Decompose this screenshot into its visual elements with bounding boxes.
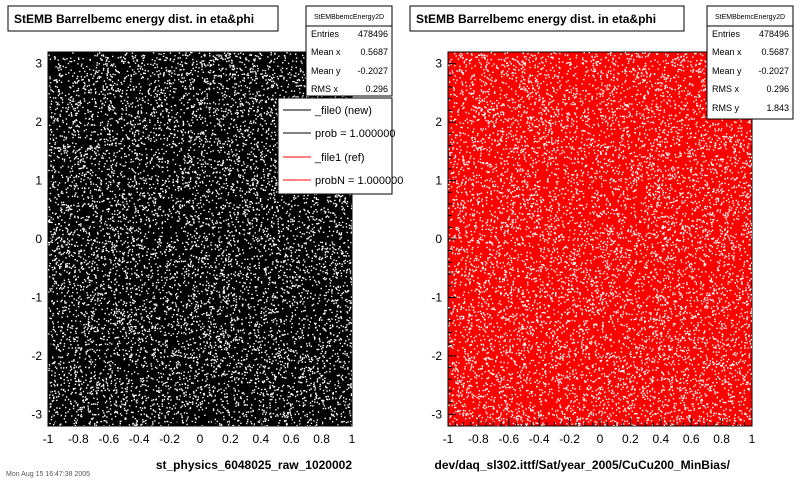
- y-tick-label: -1: [31, 290, 42, 304]
- x-tick-label: -0.4: [529, 432, 550, 446]
- canvas-footer: Mon Aug 15 16:47:38 2005: [6, 471, 90, 478]
- stats-label-entries-left: Entries: [311, 29, 340, 39]
- legend-label-3: probN = 1.000000: [315, 175, 403, 187]
- x-tick-label: 0: [597, 432, 604, 446]
- stats-label-meany-right: Mean y: [712, 66, 742, 76]
- x-tick-label: 0.4: [652, 432, 669, 446]
- stats-label-meany-left: Mean y: [311, 66, 341, 76]
- stats-value-meany-left: -0.2027: [357, 66, 388, 76]
- legend-label-0: _file0 (new): [314, 105, 372, 117]
- y-tick-label: -3: [31, 407, 42, 421]
- legend-label-2: _file1 (ref): [314, 152, 365, 164]
- x-tick-label: 0.4: [252, 432, 269, 446]
- x-tick-label: 0.6: [683, 432, 700, 446]
- pad-left: -1 -0.8 -0.6 -0.4 -0.2 0 0.2 0.4 0.6 0.8 1 -3 -2 -1 0 1…: [7, 5, 403, 472]
- stats-box-left: StEMBbemcEnergy2D Entries 478496 Mean x …: [305, 5, 393, 97]
- legend-label-1: prob = 1.000000: [315, 128, 395, 140]
- stats-name-left: StEMBbemcEnergy2D: [314, 14, 384, 21]
- x-tick-label: 0.8: [713, 432, 730, 446]
- y-tick-label: 3: [435, 57, 442, 71]
- y-tick-label: 1: [435, 174, 442, 188]
- x-tick-label: -0.6: [98, 432, 119, 446]
- stats-value-rmsx-right: 0.296: [766, 84, 789, 94]
- x-tick-label: 0.2: [622, 432, 639, 446]
- y-tick-label: -3: [431, 407, 442, 421]
- y-tick-label: -2: [31, 349, 42, 363]
- x-tick-label: -0.4: [129, 432, 150, 446]
- title-box-right: [409, 5, 685, 32]
- y-tick-label: 2: [435, 115, 442, 129]
- x-tick-label: 0.6: [283, 432, 300, 446]
- chart-title-right: StEMB Barrelbemc energy dist. in eta&phi: [416, 12, 656, 26]
- y-tick-label: 3: [35, 57, 42, 71]
- y-tick-label: 0: [435, 232, 442, 246]
- y-tick-label: 1: [35, 174, 42, 188]
- stats-value-meany-right: -0.2027: [758, 66, 789, 76]
- x-tick-label: 0.8: [313, 432, 330, 446]
- stats-label-rmsx-right: RMS x: [712, 84, 740, 94]
- x-tick-label: 0.2: [222, 432, 239, 446]
- title-box-left: [7, 5, 279, 32]
- stats-label-entries-right: Entries: [712, 29, 741, 39]
- stats-name-right: StEMBbemcEnergy2D: [715, 14, 785, 21]
- scatter-dots: [48, 52, 352, 426]
- x-axis-label-left: st_physics_6048025_raw_1020002: [156, 458, 352, 472]
- stats-value-meanx-right: 0.5687: [761, 47, 789, 57]
- stats-value-entries-right: 478496: [759, 29, 789, 39]
- stats-value-entries-left: 478496: [358, 29, 388, 39]
- x-tick-label: -1: [443, 432, 454, 446]
- y-tick-label: -1: [431, 290, 442, 304]
- axis-ticks-left: -1 -0.8 -0.6 -0.4 -0.2 0 0.2 0.4 0.6 0.8 1 -3 -2 -1 0 1…: [31, 57, 355, 446]
- stats-label-meanx-right: Mean x: [712, 47, 742, 57]
- scatter-points-left: [48, 52, 352, 426]
- stats-value-rmsx-left: 0.296: [365, 84, 388, 94]
- x-tick-label: -1: [43, 432, 54, 446]
- x-tick-label: -0.8: [468, 432, 489, 446]
- x-tick-label: 0: [197, 432, 204, 446]
- x-tick-label: 1: [749, 432, 756, 446]
- axis-ticks-right: -1 -0.8 -0.6 -0.4 -0.2 0 0.2 0.4 0.6 0.8 1 -3 -2 -1 0 1…: [431, 57, 755, 446]
- x-tick-label: -0.2: [159, 432, 180, 446]
- y-tick-label: 0: [35, 232, 42, 246]
- x-tick-label: -0.6: [498, 432, 519, 446]
- y-tick-label: 2: [35, 115, 42, 129]
- stats-value-meanx-left: 0.5687: [360, 47, 388, 57]
- stats-label-meanx-left: Mean x: [311, 47, 341, 57]
- stats-box-right: StEMBbemcEnergy2D Entries 478496 Mean x …: [706, 5, 794, 120]
- legend-box: _file0 (new) prob = 1.000000 _file1 (ref…: [277, 97, 403, 195]
- x-axis-label-right: dev/daq_sl302.ittf/Sat/year_2005/CuCu200…: [435, 458, 731, 472]
- y-tick-label: -2: [431, 349, 442, 363]
- stats-label-rmsy-right: RMS y: [712, 103, 740, 113]
- stats-value-rmsy-right: 1.843: [766, 103, 789, 113]
- pad-right: -1 -0.8 -0.6 -0.4 -0.2 0 0.2 0.4 0.6 0.8 1 -3 -2 -1 0 1…: [409, 5, 794, 472]
- stats-label-rmsx-left: RMS x: [311, 84, 339, 94]
- x-tick-label: -0.8: [68, 432, 89, 446]
- x-tick-label: -0.2: [559, 432, 580, 446]
- x-tick-label: 1: [349, 432, 356, 446]
- chart-title-left: StEMB Barrelbemc energy dist. in eta&phi: [14, 12, 254, 26]
